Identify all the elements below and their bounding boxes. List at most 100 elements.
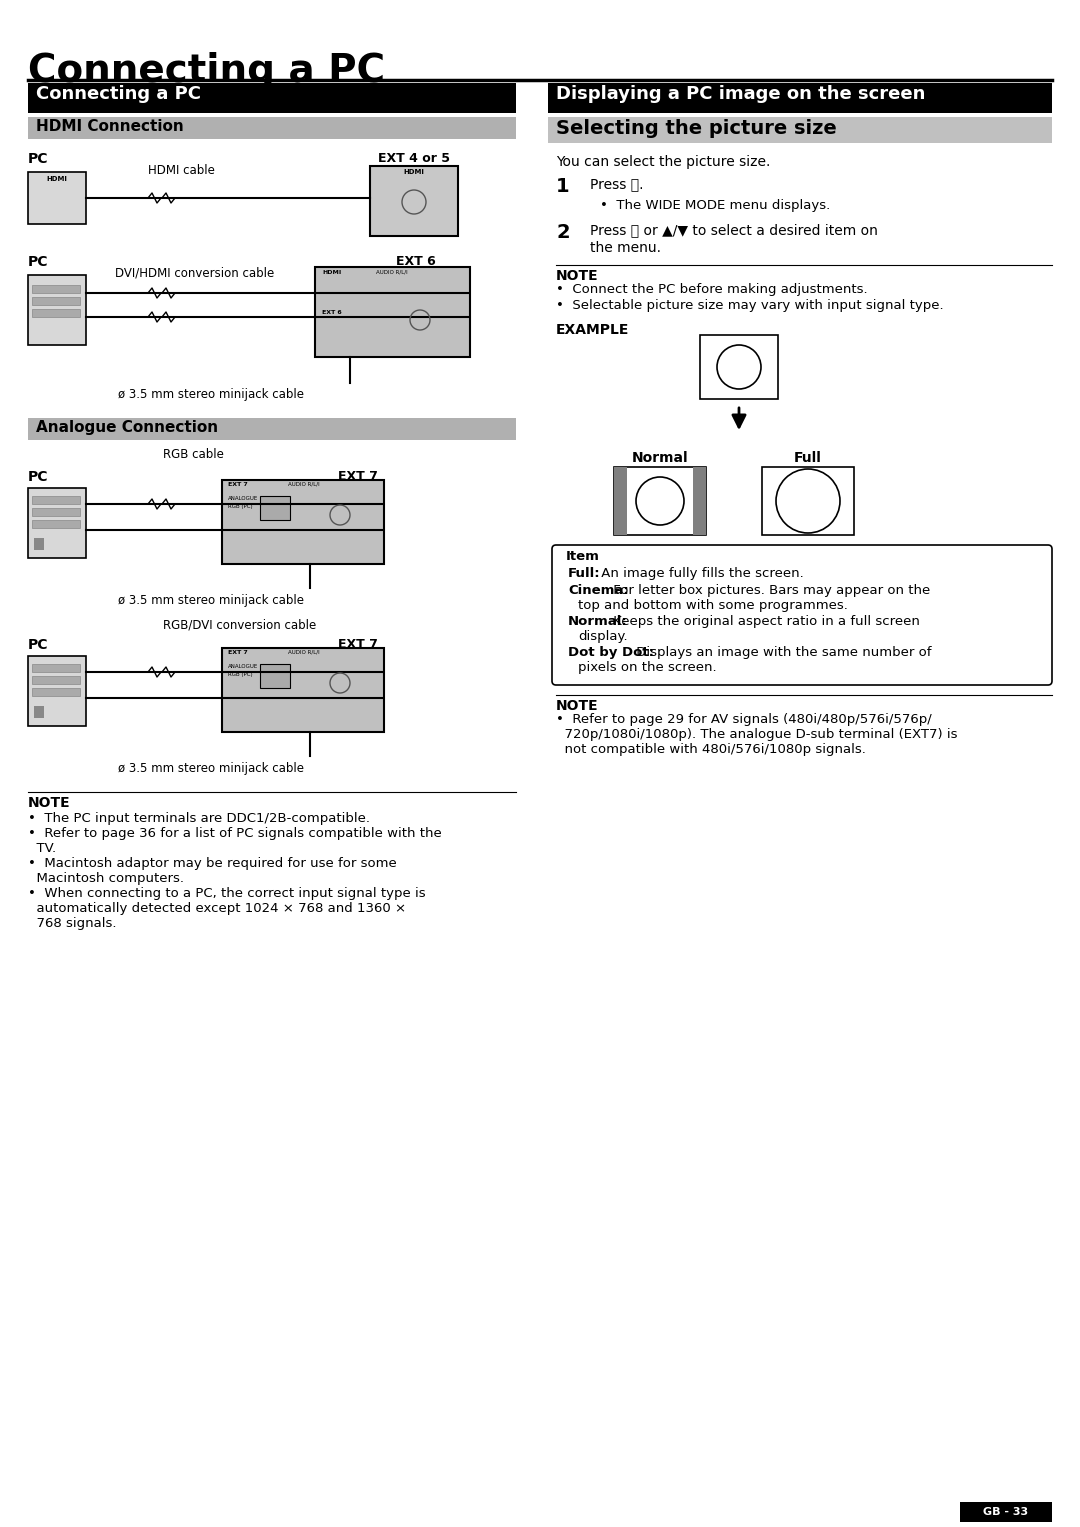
Text: AUDIO R/L/I: AUDIO R/L/I — [288, 483, 320, 487]
Text: GB - 33: GB - 33 — [984, 1507, 1028, 1516]
Text: RGB/DVI conversion cable: RGB/DVI conversion cable — [163, 618, 316, 631]
Text: Macintosh computers.: Macintosh computers. — [28, 872, 184, 886]
Text: You can select the picture size.: You can select the picture size. — [556, 156, 770, 169]
Text: RGB cable: RGB cable — [163, 447, 224, 461]
Text: EXT 6: EXT 6 — [322, 310, 341, 315]
Text: EXT 7: EXT 7 — [338, 638, 378, 651]
Bar — [548, 82, 1052, 113]
Text: 720p/1080i/1080p). The analogue D-sub terminal (EXT7) is: 720p/1080i/1080p). The analogue D-sub te… — [556, 728, 958, 741]
Text: ø 3.5 mm stereo minijack cable: ø 3.5 mm stereo minijack cable — [118, 594, 303, 608]
Text: •  Connect the PC before making adjustments.: • Connect the PC before making adjustmen… — [556, 282, 867, 296]
Text: Press ⓘ or ▲/▼ to select a desired item on: Press ⓘ or ▲/▼ to select a desired item … — [590, 223, 878, 237]
Bar — [315, 267, 470, 357]
Text: EXT 4 or 5: EXT 4 or 5 — [378, 153, 450, 165]
Bar — [33, 705, 44, 718]
Bar — [615, 467, 706, 534]
Text: PC: PC — [28, 470, 49, 484]
Text: Displaying a PC image on the screen: Displaying a PC image on the screen — [556, 86, 926, 102]
Text: ø 3.5 mm stereo minijack cable: ø 3.5 mm stereo minijack cable — [118, 388, 303, 402]
Text: display.: display. — [578, 631, 627, 643]
Text: not compatible with 480i/576i/1080p signals.: not compatible with 480i/576i/1080p sign… — [556, 744, 866, 756]
Text: •  Refer to page 29 for AV signals (480i/480p/576i/576p/: • Refer to page 29 for AV signals (480i/… — [556, 713, 932, 725]
Text: Keeps the original aspect ratio in a full screen: Keeps the original aspect ratio in a ful… — [609, 615, 919, 628]
Text: RGB (PC): RGB (PC) — [228, 672, 253, 676]
Bar — [693, 467, 706, 534]
Text: pixels on the screen.: pixels on the screen. — [578, 661, 717, 673]
Text: Press ⓘ.: Press ⓘ. — [590, 177, 644, 191]
Text: EXT 6: EXT 6 — [396, 255, 435, 269]
Text: Normal:: Normal: — [568, 615, 627, 628]
Text: HDMI: HDMI — [404, 169, 424, 176]
Text: Analogue Connection: Analogue Connection — [36, 420, 218, 435]
Text: ANALOGUE: ANALOGUE — [228, 664, 258, 669]
Text: RGB (PC): RGB (PC) — [228, 504, 253, 508]
Text: NOTE: NOTE — [556, 269, 598, 282]
Text: Displays an image with the same number of: Displays an image with the same number o… — [632, 646, 931, 660]
Text: AUDIO R/L/I: AUDIO R/L/I — [376, 270, 408, 275]
Text: For letter box pictures. Bars may appear on the: For letter box pictures. Bars may appear… — [609, 583, 930, 597]
Text: EXAMPLE: EXAMPLE — [556, 324, 630, 337]
Bar — [370, 166, 458, 237]
Text: PC: PC — [28, 255, 49, 269]
Bar — [32, 286, 80, 293]
Bar — [28, 489, 86, 557]
Text: automatically detected except 1024 × 768 and 1360 ×: automatically detected except 1024 × 768… — [28, 902, 406, 915]
Text: HDMI cable: HDMI cable — [148, 163, 215, 177]
Text: 2: 2 — [556, 223, 569, 241]
Text: HDMI: HDMI — [46, 176, 67, 182]
Text: Dot by Dot:: Dot by Dot: — [568, 646, 654, 660]
FancyBboxPatch shape — [552, 545, 1052, 686]
Bar — [28, 118, 516, 139]
Bar — [32, 496, 80, 504]
Bar — [33, 538, 44, 550]
Text: •  Selectable picture size may vary with input signal type.: • Selectable picture size may vary with … — [556, 299, 944, 312]
Bar — [615, 467, 627, 534]
Text: Connecting a PC: Connecting a PC — [28, 52, 386, 90]
Text: Cinema:: Cinema: — [568, 583, 629, 597]
Text: Item: Item — [566, 550, 599, 563]
Text: TV.: TV. — [28, 841, 56, 855]
Bar — [260, 496, 291, 521]
Text: EXT 7: EXT 7 — [228, 483, 247, 487]
Text: ANALOGUE: ANALOGUE — [228, 496, 258, 501]
Bar — [762, 467, 854, 534]
Bar — [548, 118, 1052, 144]
Bar — [28, 657, 86, 725]
Text: NOTE: NOTE — [28, 796, 70, 809]
Bar — [32, 664, 80, 672]
Bar — [32, 508, 80, 516]
Text: Normal: Normal — [632, 450, 688, 466]
Bar — [28, 173, 86, 224]
Bar — [700, 334, 778, 399]
Bar — [32, 296, 80, 305]
Bar — [32, 676, 80, 684]
Text: •  The WIDE MODE menu displays.: • The WIDE MODE menu displays. — [600, 199, 831, 212]
Text: the menu.: the menu. — [590, 241, 661, 255]
Bar — [28, 418, 516, 440]
Bar — [28, 275, 86, 345]
Text: Full: Full — [794, 450, 822, 466]
Text: EXT 7: EXT 7 — [338, 470, 378, 483]
Text: DVI/HDMI conversion cable: DVI/HDMI conversion cable — [114, 267, 274, 279]
Bar — [960, 1503, 1052, 1522]
Text: 768 signals.: 768 signals. — [28, 918, 117, 930]
Text: HDMI: HDMI — [322, 270, 341, 275]
Text: top and bottom with some programmes.: top and bottom with some programmes. — [578, 599, 848, 612]
Text: Connecting a PC: Connecting a PC — [36, 86, 201, 102]
Bar — [222, 479, 384, 563]
Text: HDMI Connection: HDMI Connection — [36, 119, 184, 134]
Text: •  The PC input terminals are DDC1/2B-compatible.: • The PC input terminals are DDC1/2B-com… — [28, 812, 370, 825]
Bar — [32, 689, 80, 696]
Text: Full:: Full: — [568, 567, 600, 580]
Text: Selecting the picture size: Selecting the picture size — [556, 119, 837, 137]
Text: 1: 1 — [556, 177, 569, 195]
Bar — [32, 308, 80, 318]
Text: ø 3.5 mm stereo minijack cable: ø 3.5 mm stereo minijack cable — [118, 762, 303, 776]
Text: AUDIO R/L/I: AUDIO R/L/I — [288, 651, 320, 655]
Bar — [222, 647, 384, 731]
Text: •  Refer to page 36 for a list of PC signals compatible with the: • Refer to page 36 for a list of PC sign… — [28, 828, 442, 840]
Text: PC: PC — [28, 153, 49, 166]
Text: An image fully fills the screen.: An image fully fills the screen. — [597, 567, 804, 580]
Text: •  When connecting to a PC, the correct input signal type is: • When connecting to a PC, the correct i… — [28, 887, 426, 899]
Text: NOTE: NOTE — [556, 699, 598, 713]
